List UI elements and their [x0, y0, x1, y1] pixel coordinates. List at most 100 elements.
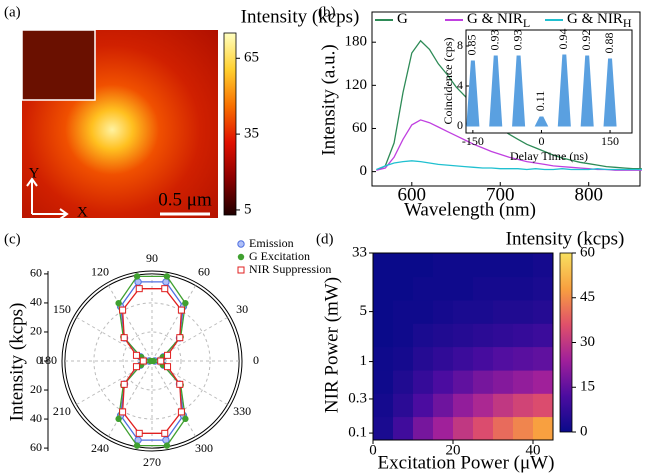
- heatmap-cell: [393, 277, 414, 301]
- angle-tick-label: 0: [253, 353, 259, 367]
- heatmap-cell: [513, 300, 534, 324]
- colorbar-title: Intensity (kcps): [506, 228, 625, 249]
- y-tick-label: 40: [30, 411, 42, 425]
- heatmap-cell: [533, 323, 554, 347]
- scale-bar-label: 0.5 μm: [158, 189, 212, 210]
- peak-annotation: 0.11: [533, 91, 547, 112]
- y-tick-label: 0: [360, 163, 368, 179]
- data-point: [162, 286, 168, 292]
- x-tick-label: 800: [574, 184, 603, 205]
- heatmap-cell: [373, 300, 394, 324]
- heatmap-cell: [413, 253, 434, 277]
- heatmap-cell: [393, 417, 414, 441]
- y-tick-label: 60: [352, 120, 367, 136]
- colorbar-tick-label: 30: [580, 334, 595, 350]
- heatmap-cell: [393, 300, 414, 324]
- angle-tick-label: 150: [53, 302, 71, 316]
- peak-annotation: 0.94: [556, 29, 570, 50]
- heatmap-cell: [493, 300, 514, 324]
- colorbar-title: Intensity (kcps): [241, 6, 360, 27]
- heatmap-cell: [513, 417, 534, 441]
- angle-tick-label: 30: [236, 302, 248, 316]
- x-axis-label: Wavelength (nm): [404, 199, 536, 220]
- heatmap-cell: [513, 393, 534, 417]
- heatmap-cell: [413, 300, 434, 324]
- heatmap-cell: [533, 300, 554, 324]
- inset-x-tick-label: -150: [462, 134, 484, 148]
- panel-label: (d): [316, 231, 334, 247]
- heatmap-cell: [453, 277, 474, 301]
- legend-label: NIR Suppression: [249, 262, 331, 276]
- data-point: [134, 442, 140, 448]
- heatmap-cell: [493, 417, 514, 441]
- y-axis-label: NIR Power (mW): [321, 277, 342, 413]
- y-tick-label: 0: [36, 353, 42, 367]
- heatmap-cell: [533, 277, 554, 301]
- heatmap-cell: [513, 370, 534, 394]
- peak-annotation: 0.93: [487, 29, 501, 50]
- y-tick-label: 20: [30, 382, 42, 396]
- data-point: [136, 286, 142, 292]
- data-point: [135, 279, 141, 285]
- heatmap-cell: [453, 300, 474, 324]
- heatmap-cell: [373, 323, 394, 347]
- y-tick-label: 40: [30, 295, 42, 309]
- heatmap-cell: [373, 417, 394, 441]
- colorbar-tick-label: 45: [580, 289, 595, 305]
- figure: (a)Intensity (kcps)0.5 μmYX53565(b)60070…: [0, 0, 647, 473]
- heatmap-cell: [493, 347, 514, 371]
- heatmap-cell: [473, 347, 494, 371]
- y-tick-label: 33: [352, 244, 367, 260]
- data-point: [136, 430, 142, 436]
- data-point: [158, 358, 164, 364]
- legend-label: G & NIRL: [467, 11, 530, 29]
- y-tick-label: 5: [360, 303, 368, 319]
- data-point: [162, 430, 168, 436]
- data-point: [178, 307, 184, 313]
- heatmap-cell: [473, 253, 494, 277]
- heatmap-cell: [433, 277, 454, 301]
- data-point: [182, 416, 188, 422]
- page: {"chart_data":[ {"type":"image","panel_l…: [0, 0, 647, 473]
- data-point: [115, 300, 121, 306]
- peak-annotation: 0.92: [579, 30, 593, 51]
- heatmap-cell: [493, 370, 514, 394]
- heatmap-cell: [453, 393, 474, 417]
- legend-label: G Excitation: [249, 249, 310, 263]
- y-tick-label: 20: [30, 324, 42, 338]
- angle-tick-label: 330: [233, 404, 251, 418]
- data-point: [165, 352, 171, 358]
- heatmap-cell: [473, 300, 494, 324]
- y-tick-label: 60: [30, 440, 42, 454]
- legend-marker: [238, 267, 244, 273]
- angle-tick-label: 120: [91, 264, 109, 278]
- heatmap-cell: [493, 277, 514, 301]
- heatmap-cell: [473, 417, 494, 441]
- heatmap-cell: [393, 347, 414, 371]
- legend-label: G & NIRH: [567, 11, 632, 29]
- inset-image: [22, 30, 95, 100]
- inset-y-tick-label: 0: [457, 118, 463, 132]
- panel-label: (a): [4, 4, 21, 20]
- heatmap-cell: [373, 370, 394, 394]
- data-point: [163, 437, 169, 443]
- angle-tick-label: 60: [198, 264, 210, 278]
- heatmap-cell: [413, 347, 434, 371]
- heatmap-cell: [433, 323, 454, 347]
- y-tick-label: 120: [345, 77, 368, 93]
- data-point: [178, 409, 184, 415]
- heatmap-cell: [433, 347, 454, 371]
- heatmap-cell: [453, 347, 474, 371]
- angle-tick-label: 240: [91, 441, 109, 455]
- data-point: [164, 442, 170, 448]
- heatmap-cell: [493, 393, 514, 417]
- axis-label-y: Y: [29, 165, 40, 181]
- legend-name: G & NIR: [567, 11, 623, 27]
- heatmap-cell: [533, 370, 554, 394]
- data-point: [115, 416, 121, 422]
- inset-y-tick-label: 8: [457, 38, 463, 52]
- y-tick-label: 1: [360, 353, 368, 369]
- angle-tick-label: 90: [146, 251, 158, 265]
- heatmap-cell: [433, 417, 454, 441]
- heatmap-cell: [473, 323, 494, 347]
